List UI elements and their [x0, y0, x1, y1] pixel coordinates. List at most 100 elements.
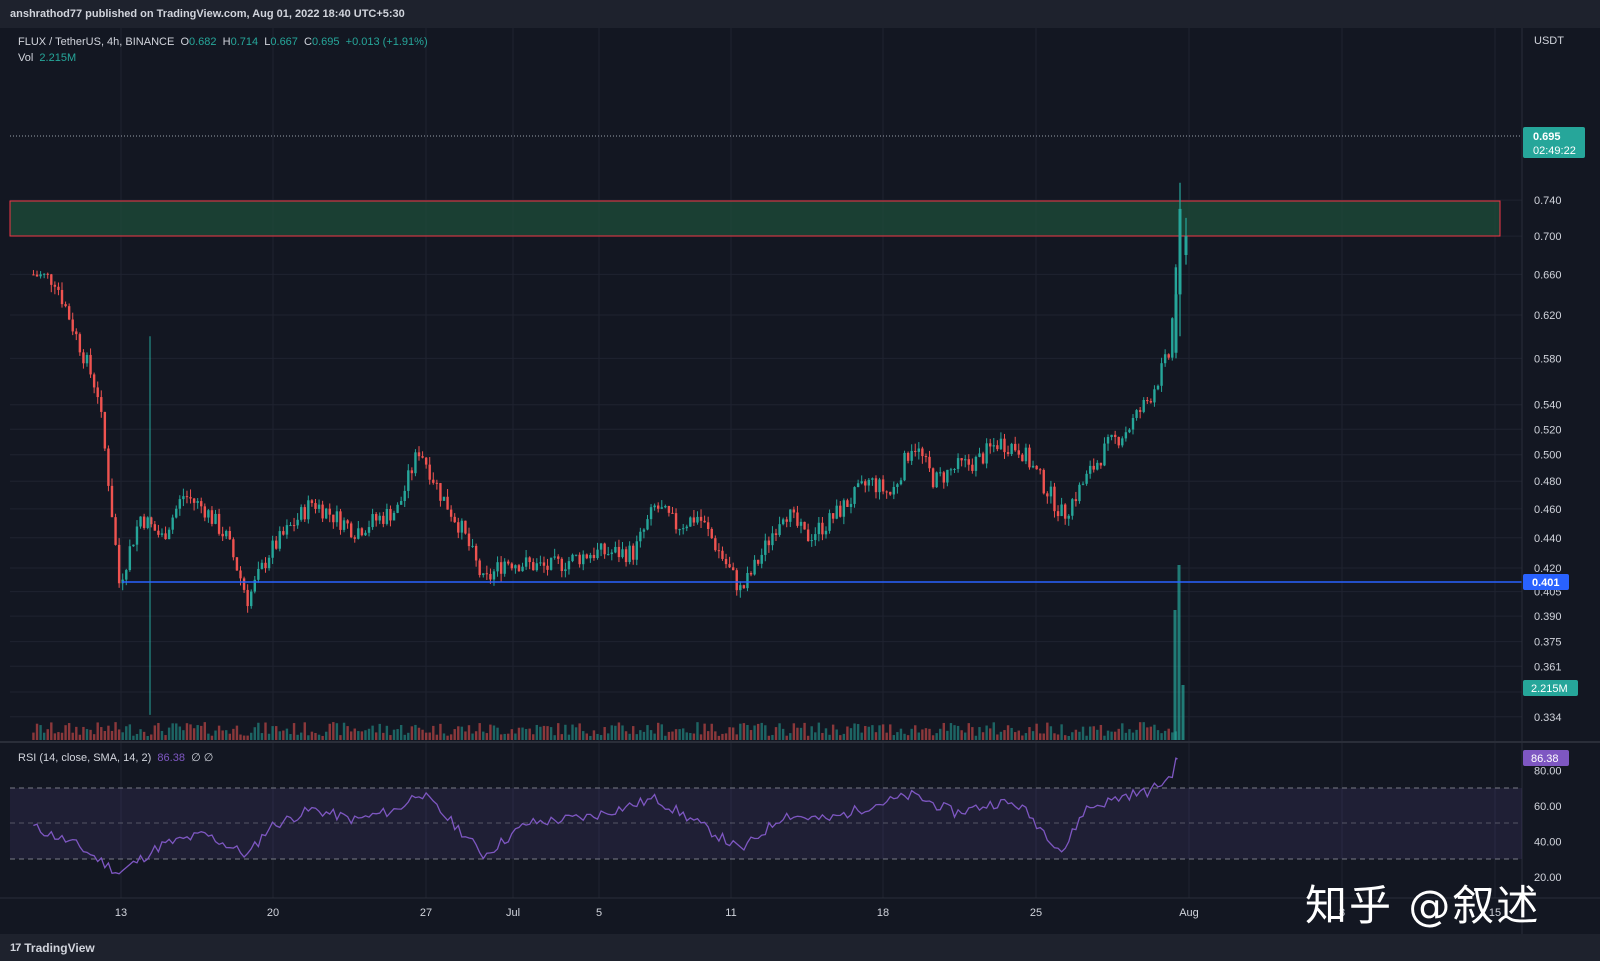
- volume-bar: [164, 735, 167, 740]
- rsi-extra: ∅ ∅: [191, 752, 214, 764]
- candle-body: [389, 509, 392, 521]
- volume-bar: [332, 722, 335, 740]
- volume-bar: [396, 729, 399, 740]
- time-tick-label: Aug: [1179, 907, 1199, 919]
- candle-body: [371, 514, 374, 528]
- candle-body: [714, 538, 717, 551]
- volume-bar: [906, 735, 910, 740]
- volume-bar: [781, 728, 785, 740]
- candle-body: [621, 549, 624, 558]
- volume-bar: [953, 725, 956, 740]
- volume-bar: [317, 734, 321, 740]
- time-tick-label: 11: [725, 907, 736, 919]
- volume-bar: [542, 725, 546, 740]
- candle-body: [546, 565, 549, 570]
- volume-bar: [989, 728, 992, 740]
- volume-bar: [1117, 728, 1120, 740]
- candle-body: [939, 472, 942, 474]
- candle-body: [646, 519, 649, 530]
- candle-body: [185, 496, 189, 498]
- volume-bar: [207, 733, 210, 740]
- volume-bar: [424, 732, 428, 740]
- volume-bar: [628, 733, 631, 740]
- candle-body: [892, 486, 896, 495]
- volume-bar: [799, 727, 803, 740]
- candle-body: [282, 531, 285, 535]
- volume-bar: [871, 725, 874, 740]
- candle-body: [464, 520, 467, 534]
- volume-bar: [946, 730, 949, 740]
- volume-bar: [271, 726, 274, 740]
- volume-value: 2.215M: [1531, 683, 1568, 695]
- candle-body: [517, 565, 521, 572]
- volume-bar: [971, 727, 974, 740]
- volume-bar: [89, 729, 92, 740]
- volume-bar: [1081, 726, 1085, 740]
- volume-bar: [167, 727, 171, 740]
- volume-bar: [242, 735, 246, 740]
- candle-body: [85, 354, 89, 364]
- volume-bar: [60, 732, 64, 740]
- candle-body: [1142, 399, 1145, 412]
- candle-body: [253, 579, 256, 592]
- volume-bar: [53, 733, 57, 740]
- volume-bar: [539, 726, 542, 740]
- volume-bar: [171, 723, 174, 740]
- candle-body: [507, 561, 510, 564]
- volume-bar: [1156, 730, 1160, 740]
- volume-bar: [964, 732, 967, 740]
- volume-bar: [328, 723, 331, 740]
- volume-bar: [789, 733, 792, 740]
- volume-bar: [1071, 732, 1074, 740]
- candle-body: [71, 319, 74, 332]
- candle-body: [935, 472, 938, 488]
- volume-bar: [657, 722, 660, 740]
- candle-body: [453, 516, 456, 523]
- price-tick-label: 0.375: [1534, 637, 1562, 649]
- volume-bar: [914, 725, 917, 740]
- candle-body: [385, 509, 389, 524]
- volume-bar: [457, 726, 460, 740]
- volume-bar: [928, 728, 931, 740]
- candle-body: [57, 286, 60, 290]
- volume-bar: [996, 734, 999, 740]
- volume-bar: [339, 735, 342, 740]
- volume-bar: [1181, 685, 1185, 740]
- volume-bar: [349, 731, 353, 740]
- volume-bar: [706, 731, 710, 740]
- volume-bar: [1078, 731, 1081, 740]
- candle-body: [574, 554, 578, 556]
- candle-body: [924, 456, 928, 458]
- candle-body: [1113, 434, 1117, 437]
- candle-body: [1121, 438, 1124, 446]
- candle-body: [178, 499, 182, 509]
- candle-body: [699, 516, 703, 521]
- volume-bar: [342, 722, 346, 740]
- candle-body: [167, 529, 171, 540]
- candle-body: [953, 468, 956, 470]
- candle-body: [160, 533, 164, 535]
- volume-bar: [935, 733, 938, 740]
- volume-bar: [478, 723, 481, 740]
- currency-label: USDT: [1534, 35, 1564, 47]
- volume-bar: [681, 728, 685, 740]
- volume-bar: [275, 726, 278, 740]
- volume-bar: [960, 730, 963, 740]
- volume-bar: [264, 722, 267, 740]
- candle-body: [799, 521, 803, 526]
- publisher-bar: anshrathod77 published on TradingView.co…: [0, 0, 1600, 28]
- price-chart[interactable]: 0.740 0.700 0.660 0.620 0.580 0.540 0.520 0.500…: [0, 0, 1600, 934]
- volume-bar: [446, 735, 449, 740]
- candle-body: [157, 530, 160, 535]
- candle-body: [1014, 443, 1017, 451]
- candle-body: [724, 558, 728, 565]
- candle-body: [749, 572, 753, 575]
- candle-body: [978, 453, 981, 457]
- volume-bar: [607, 733, 610, 740]
- tradingview-logo[interactable]: 17 TradingView: [10, 941, 95, 955]
- footer-bar: 17 TradingView: [0, 934, 1600, 961]
- volume-bar: [39, 725, 42, 740]
- candle-body: [510, 563, 514, 569]
- volume-bar: [225, 730, 228, 740]
- candle-body: [242, 578, 246, 590]
